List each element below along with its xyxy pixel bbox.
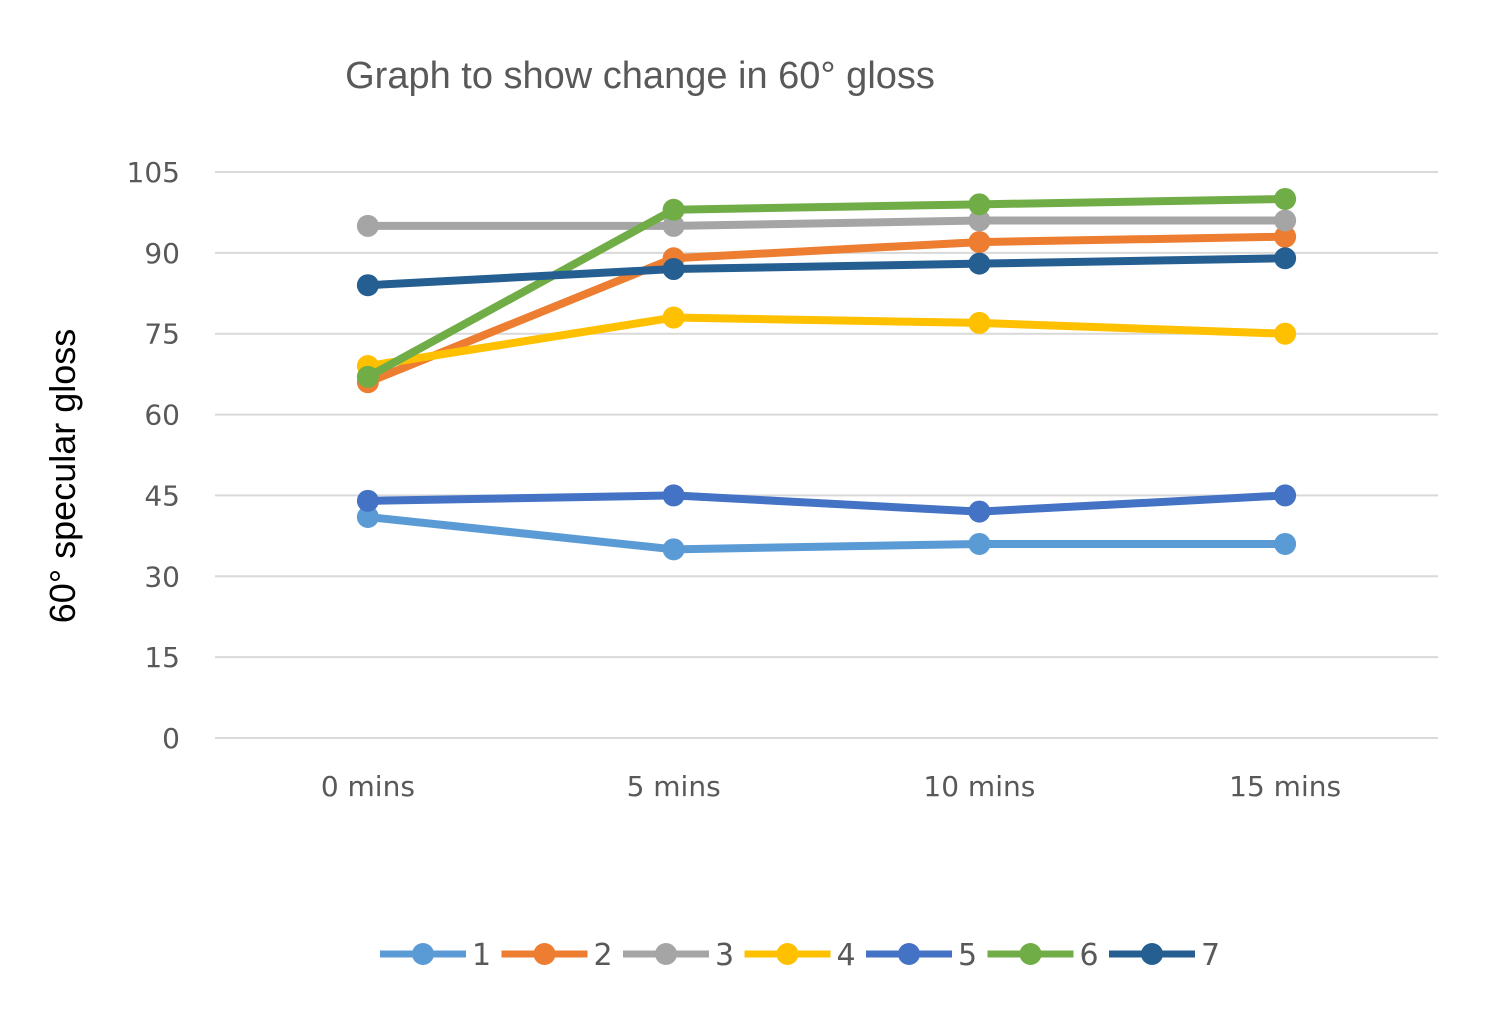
legend-label: 5 (958, 938, 977, 973)
legend-label: 1 (472, 938, 491, 973)
data-point-4-3 (1274, 322, 1297, 345)
x-tick-label: 5 mins (627, 770, 721, 803)
series-line-2 (363, 232, 1290, 387)
data-point-7-2 (968, 252, 991, 275)
legend-swatch-marker (1141, 943, 1163, 965)
x-tick-label: 15 mins (1229, 770, 1341, 803)
y-tick-label: 0 (162, 722, 180, 755)
legend: 1 2 3 4 5 6 7 (380, 938, 1220, 973)
series-3 (356, 209, 1297, 237)
series-line-7 (363, 254, 1290, 290)
legend-item-3: 3 (623, 938, 734, 973)
legend-label: 4 (837, 938, 856, 973)
legend-swatch-marker (898, 943, 920, 965)
legend-swatch-marker (776, 943, 799, 965)
data-point-7-1 (662, 258, 685, 281)
legend-label: 6 (1080, 938, 1099, 973)
data-point-1-1 (662, 538, 685, 561)
series-line-5 (363, 491, 1290, 516)
series-line-1 (363, 512, 1290, 554)
y-axis-label: 60° specular gloss (42, 329, 83, 624)
series-line-6 (363, 194, 1290, 381)
legend-label: 7 (1201, 938, 1220, 973)
data-point-1-0 (356, 505, 379, 528)
y-tick-label: 105 (127, 156, 180, 189)
data-point-3-2 (968, 209, 991, 232)
gridlines (215, 171, 1438, 739)
legend-item-5: 5 (866, 938, 977, 973)
legend-label: 2 (594, 938, 613, 973)
legend-item-6: 6 (987, 938, 1099, 973)
series-6 (356, 187, 1297, 388)
y-tick-label: 75 (144, 318, 180, 351)
data-point-5-3 (1274, 484, 1297, 507)
legend-swatch-marker (655, 943, 677, 965)
y-tick-label: 60 (144, 399, 180, 432)
data-point-6-2 (968, 193, 991, 216)
series-7 (356, 247, 1297, 297)
legend-swatch-marker (1019, 943, 1042, 965)
y-tick-label: 30 (144, 560, 180, 593)
data-point-7-3 (1274, 247, 1297, 270)
series-5 (356, 484, 1297, 523)
data-point-2-2 (968, 231, 991, 254)
data-point-1-2 (968, 532, 991, 555)
data-point-3-3 (1274, 209, 1297, 232)
series-1 (356, 505, 1297, 561)
y-axis-ticks: 0 15 30 45 60 75 90 105 (127, 156, 180, 755)
series-line-3 (363, 216, 1290, 230)
legend-item-4: 4 (744, 938, 856, 973)
series-lines (356, 187, 1297, 561)
x-axis-ticks: 0 mins 5 mins 10 mins 15 mins (321, 770, 1341, 803)
legend-item-1: 1 (380, 938, 491, 973)
legend-swatch-marker (412, 943, 434, 965)
legend-item-7: 7 (1109, 938, 1220, 973)
data-point-3-0 (356, 214, 379, 237)
data-point-6-0 (356, 365, 379, 388)
y-tick-label: 15 (144, 641, 180, 674)
legend-item-2: 2 (501, 938, 613, 973)
data-point-6-3 (1274, 187, 1297, 210)
series-line-4 (363, 313, 1290, 371)
data-point-5-2 (968, 500, 991, 523)
y-tick-label: 45 (144, 479, 180, 512)
series-4 (356, 306, 1297, 378)
legend-label: 3 (715, 938, 734, 973)
data-point-1-3 (1274, 532, 1297, 555)
x-tick-label: 10 mins (923, 770, 1035, 803)
chart-title: Graph to show change in 60° gloss (345, 55, 935, 97)
x-tick-label: 0 mins (321, 770, 415, 803)
data-point-3-1 (662, 214, 685, 237)
data-point-7-0 (356, 274, 379, 297)
data-point-2-3 (1274, 225, 1297, 248)
data-point-4-2 (968, 311, 991, 334)
legend-swatch-marker (533, 943, 556, 965)
data-point-4-1 (662, 306, 685, 329)
data-point-5-1 (662, 484, 685, 507)
y-tick-label: 90 (144, 237, 180, 270)
data-point-5-0 (356, 489, 379, 512)
data-point-6-1 (662, 198, 685, 221)
